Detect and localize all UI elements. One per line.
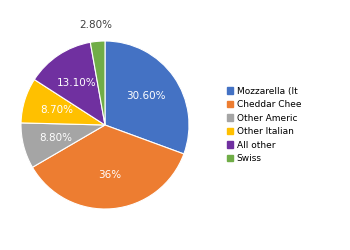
Wedge shape	[33, 125, 184, 209]
Wedge shape	[21, 123, 105, 167]
Text: 36%: 36%	[98, 170, 121, 180]
Text: 13.10%: 13.10%	[57, 78, 97, 88]
Wedge shape	[105, 41, 189, 154]
Text: 8.70%: 8.70%	[40, 105, 74, 115]
Text: 2.80%: 2.80%	[80, 20, 113, 30]
Text: 8.80%: 8.80%	[40, 132, 73, 142]
Text: 30.60%: 30.60%	[127, 91, 166, 101]
Legend: Mozzarella (It, Cheddar Chee, Other Americ, Other Italian, All other, Swiss: Mozzarella (It, Cheddar Chee, Other Amer…	[225, 85, 303, 165]
Wedge shape	[90, 41, 105, 125]
Wedge shape	[34, 42, 105, 125]
Wedge shape	[21, 80, 105, 125]
